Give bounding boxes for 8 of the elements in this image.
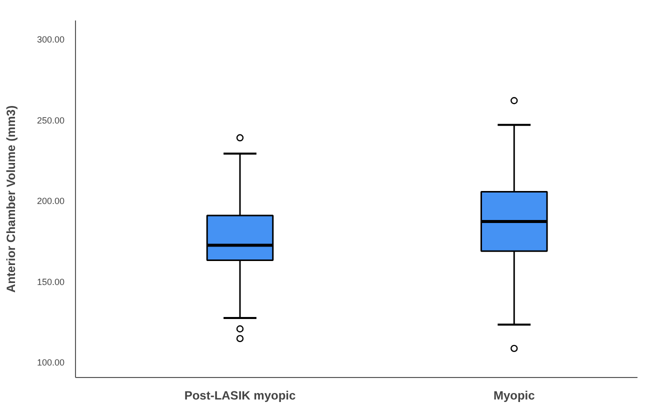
y-tick-label: 100.00 [36,358,65,368]
y-axis-title: Anterior Chamber Volume (mm3) [4,105,18,293]
y-tick-label: 250.00 [36,115,65,126]
x-tick-label: Post-LASIK myopic [184,388,296,402]
x-tick-label: Myopic [493,388,536,402]
y-tick-label: 300.00 [36,34,65,45]
y-tick-label: 200.00 [36,196,65,206]
y-tick-label: 150.00 [36,276,65,287]
